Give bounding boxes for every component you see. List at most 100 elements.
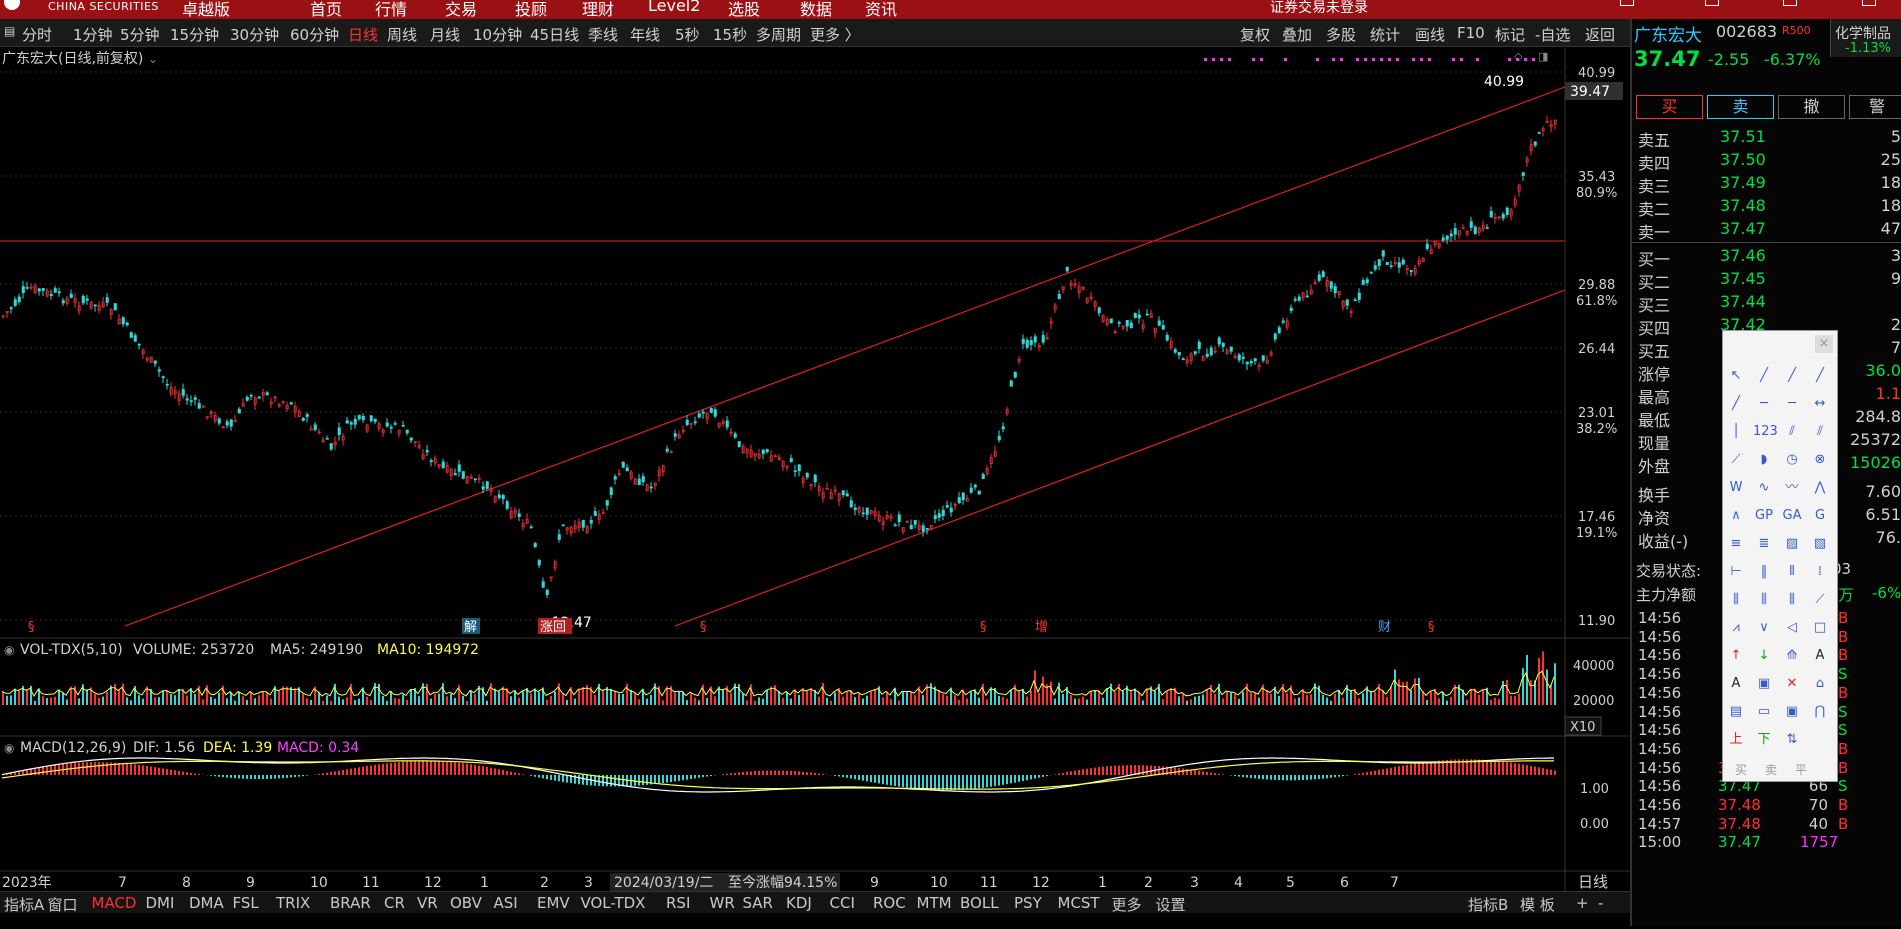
f10-button[interactable]: F10 — [1457, 24, 1485, 42]
period-quarter[interactable]: 季线 — [588, 24, 618, 45]
indicator-tab-3[interactable]: DMI — [146, 894, 175, 912]
indicator-tab-23[interactable]: MCST — [1058, 894, 1100, 912]
period-1min[interactable]: 1分钟 — [73, 24, 113, 45]
draw-tool-icon[interactable]: ⋂ — [1809, 701, 1831, 723]
draw-tool-icon[interactable]: ╱ — [1809, 365, 1831, 387]
nav-news[interactable]: 资讯 — [865, 0, 897, 19]
event-marker[interactable]: § — [28, 620, 35, 635]
draw-tool-icon[interactable]: ↖ — [1725, 365, 1747, 387]
mark-button[interactable]: 标记 — [1495, 24, 1525, 45]
multi-stock-button[interactable]: 多股 — [1326, 24, 1356, 45]
period-multi[interactable]: 多周期 — [756, 24, 801, 45]
indicator-tab-0[interactable]: 指标A — [4, 894, 44, 915]
screen-icon[interactable] — [1705, 0, 1719, 6]
draw-tool-icon[interactable]: ◁ — [1781, 617, 1803, 639]
draw-tool-icon[interactable]: ⫼ — [1753, 589, 1775, 611]
draw-tool-icon[interactable]: ▣ — [1781, 701, 1803, 723]
draw-tool-icon[interactable]: ╱ — [1753, 365, 1775, 387]
draw-tool-icon[interactable]: ⁞ — [1809, 561, 1831, 583]
draw-tool-icon[interactable]: ⫼ — [1781, 589, 1803, 611]
draw-tool-icon[interactable]: ‖ — [1753, 561, 1775, 583]
indicator-tab-15[interactable]: WR — [710, 894, 735, 912]
event-marker[interactable]: 增 — [1035, 620, 1048, 635]
draw-tool-icon[interactable]: ╱ — [1725, 393, 1747, 415]
diamond-icon[interactable]: ◇ — [1514, 50, 1523, 63]
draw-tool-icon[interactable]: 〰 — [1781, 477, 1803, 499]
draw-tool-icon[interactable]: 123 — [1753, 421, 1775, 443]
channel-upper-line[interactable] — [125, 87, 1565, 626]
period-45day[interactable]: 45日线 — [530, 24, 579, 45]
draw-tool-icon[interactable]: ≡ — [1725, 533, 1747, 555]
indicator-tab-19[interactable]: ROC — [873, 894, 906, 912]
draw-tool-icon[interactable]: ⩘ — [1725, 617, 1747, 639]
draw-tool-icon[interactable]: GA — [1781, 505, 1803, 527]
indicator-tab-22[interactable]: PSY — [1014, 894, 1042, 912]
draw-tool-icon[interactable]: ▣ — [1753, 673, 1775, 695]
period-year[interactable]: 年线 — [630, 24, 660, 45]
indicator-tab-17[interactable]: KDJ — [786, 894, 812, 912]
tab-right-3[interactable]: - — [1598, 894, 1603, 912]
indicator-tab-10[interactable]: OBV — [450, 894, 482, 912]
indicator-tab-5[interactable]: FSL — [233, 894, 259, 912]
draw-tool-icon[interactable]: │ — [1725, 421, 1747, 443]
draw-tool-icon[interactable]: ⫼ — [1725, 589, 1747, 611]
indicator-tab-12[interactable]: EMV — [537, 894, 570, 912]
period-15sec[interactable]: 15秒 — [713, 24, 747, 45]
nav-stock-pick[interactable]: 选股 — [728, 0, 760, 19]
nav-trade[interactable]: 交易 — [445, 0, 477, 19]
palette-sell[interactable]: 卖 — [1765, 761, 1777, 778]
sector-tab[interactable]: 化学制品 -1.13% — [1830, 19, 1901, 57]
event-marker[interactable]: § — [980, 620, 987, 635]
draw-tool-icon[interactable]: GP — [1753, 505, 1775, 527]
event-marker[interactable]: 涨回 — [540, 620, 566, 635]
watchlist-button[interactable]: -自选 — [1535, 24, 1570, 45]
draw-tool-icon[interactable]: ⟰ — [1781, 645, 1803, 667]
draw-tool-icon[interactable]: ◗ — [1753, 449, 1775, 471]
restore-icon[interactable] — [1783, 0, 1797, 6]
draw-tool-icon[interactable]: ⟋ — [1725, 449, 1747, 471]
draw-tool-icon[interactable]: G — [1809, 505, 1831, 527]
indicator-tab-4[interactable]: DMA — [189, 894, 224, 912]
window-icon[interactable] — [1620, 0, 1634, 6]
event-marker[interactable]: 解 — [464, 620, 477, 635]
draw-tool-icon[interactable]: ▤ — [1725, 701, 1747, 723]
tab-right-1[interactable]: 模 板 — [1520, 894, 1555, 915]
draw-tool-icon[interactable]: ⌂ — [1809, 673, 1831, 695]
event-marker[interactable]: § — [700, 620, 707, 635]
draw-tool-icon[interactable]: ⋀ — [1809, 477, 1831, 499]
event-marker[interactable]: § — [1428, 620, 1435, 635]
indicator-tab-14[interactable]: RSI — [666, 894, 690, 912]
alert-button[interactable]: 警 — [1849, 95, 1901, 119]
period-monthly[interactable]: 月线 — [430, 24, 460, 45]
nav-finance[interactable]: 理财 — [582, 0, 614, 19]
period-5sec[interactable]: 5秒 — [675, 24, 700, 45]
draw-tool-icon[interactable]: ⊢ — [1725, 561, 1747, 583]
draw-tool-icon[interactable]: ∨ — [1753, 617, 1775, 639]
draw-tool-icon[interactable]: 上 — [1725, 729, 1747, 751]
tab-right-2[interactable]: + — [1576, 894, 1589, 912]
draw-tool-icon[interactable]: ↑ — [1725, 645, 1747, 667]
draw-tool-icon[interactable]: ↔ — [1809, 393, 1831, 415]
period-tick[interactable]: 分时 — [22, 24, 52, 45]
indicator-tab-18[interactable]: CCI — [830, 894, 855, 912]
draw-tool-icon[interactable]: ⫴ — [1781, 561, 1803, 583]
event-marker[interactable]: 财 — [1378, 620, 1391, 635]
draw-tool-icon[interactable]: ↓ — [1753, 645, 1775, 667]
nav-advisor[interactable]: 投顾 — [515, 0, 547, 19]
draw-tool-icon[interactable]: ⟋ — [1809, 589, 1831, 611]
indicator-tab-9[interactable]: VR — [417, 894, 438, 912]
period-weekly[interactable]: 周线 — [387, 24, 417, 45]
indicator-tab-25[interactable]: 设置 — [1156, 894, 1186, 915]
period-10min[interactable]: 10分钟 — [473, 24, 522, 45]
draw-tool-icon[interactable]: ∧ — [1725, 505, 1747, 527]
draw-tool-icon[interactable]: ≣ — [1753, 533, 1775, 555]
buy-button[interactable]: 买 — [1636, 95, 1703, 119]
nav-data[interactable]: 数据 — [800, 0, 832, 19]
indicator-tab-11[interactable]: ASI — [494, 894, 518, 912]
nav-home[interactable]: 首页 — [310, 0, 342, 19]
